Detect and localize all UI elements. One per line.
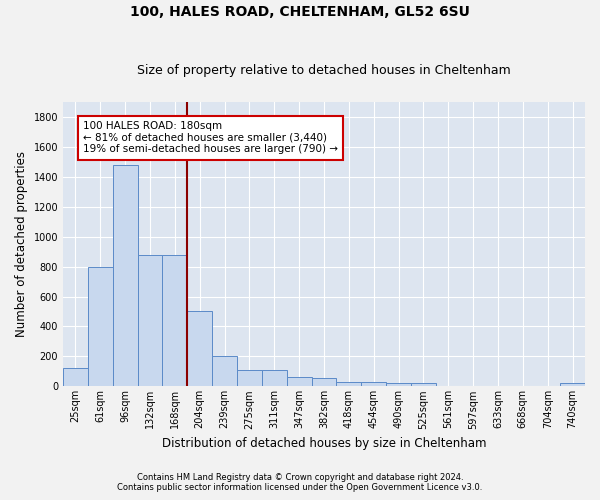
Y-axis label: Number of detached properties: Number of detached properties — [15, 151, 28, 337]
Bar — [137, 254, 163, 386]
Title: Size of property relative to detached houses in Cheltenham: Size of property relative to detached ho… — [137, 64, 511, 77]
Bar — [113, 164, 137, 386]
Bar — [262, 370, 287, 386]
Bar — [560, 384, 585, 386]
Bar — [337, 382, 361, 386]
Bar — [311, 378, 337, 386]
Bar — [187, 312, 212, 386]
Bar — [237, 370, 262, 386]
Bar — [88, 266, 113, 386]
Text: 100, HALES ROAD, CHELTENHAM, GL52 6SU: 100, HALES ROAD, CHELTENHAM, GL52 6SU — [130, 5, 470, 19]
X-axis label: Distribution of detached houses by size in Cheltenham: Distribution of detached houses by size … — [162, 437, 486, 450]
Text: 100 HALES ROAD: 180sqm
← 81% of detached houses are smaller (3,440)
19% of semi-: 100 HALES ROAD: 180sqm ← 81% of detached… — [83, 122, 338, 154]
Bar — [386, 384, 411, 386]
Bar — [163, 254, 187, 386]
Bar — [212, 356, 237, 386]
Text: Contains HM Land Registry data © Crown copyright and database right 2024.
Contai: Contains HM Land Registry data © Crown c… — [118, 473, 482, 492]
Bar — [411, 384, 436, 386]
Bar — [63, 368, 88, 386]
Bar — [287, 376, 311, 386]
Bar — [361, 382, 386, 386]
